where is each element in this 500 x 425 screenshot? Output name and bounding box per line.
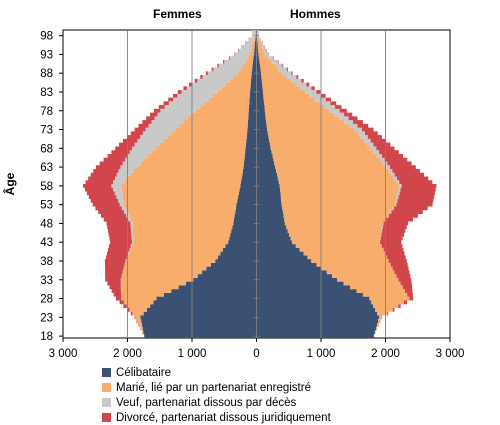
men-marie-area [257, 30, 410, 338]
women-veuf-area [111, 30, 256, 338]
women-divorce-area [83, 30, 253, 338]
y-tick-label: 38 [40, 256, 53, 268]
legend-label: Célibataire [116, 366, 171, 379]
women-marie-area [121, 30, 256, 338]
men-celibataire-area [256, 30, 380, 338]
y-tick-label: 83 [40, 87, 53, 99]
x-tick-label: 0 [253, 348, 259, 360]
x-tick-label: 3 000 [49, 348, 78, 360]
legend: Célibataire Marié, lié par un partenaria… [102, 365, 331, 425]
x-tick-label: 1 000 [307, 348, 336, 360]
y-tick-label: 53 [40, 200, 53, 212]
y-tick-label: 98 [40, 31, 53, 43]
legend-label: Marié, lié par un partenariat enregistré [116, 381, 311, 394]
x-tick-label: 2 000 [113, 348, 142, 360]
y-tick-label: 58 [40, 181, 53, 193]
x-tick-label: 3 000 [436, 348, 465, 360]
y-tick-label: 43 [40, 237, 53, 249]
legend-swatch [102, 413, 111, 422]
y-tick-label: 48 [40, 218, 53, 230]
legend-label: Divorcé, partenariat dissous juridiqueme… [116, 411, 331, 424]
y-axis-title: Âge [2, 172, 17, 195]
y-tick-label: 63 [40, 162, 53, 174]
legend-item-veuf: Veuf, partenariat dissous par décès [102, 395, 331, 410]
y-tick-label: 23 [40, 312, 53, 324]
y-tick-label: 28 [40, 294, 53, 306]
legend-swatch [102, 383, 111, 392]
y-tick-label: 18 [40, 331, 53, 343]
y-tick-label: 73 [40, 125, 53, 137]
legend-swatch [102, 368, 111, 377]
y-tick-label: 33 [40, 275, 53, 287]
men-veuf-area [257, 30, 410, 338]
men-divorce-area [258, 30, 437, 338]
x-tick-label: 1 000 [178, 348, 207, 360]
y-tick-label: 88 [40, 68, 53, 80]
y-tick-label: 93 [40, 49, 53, 61]
men-header: Hommes [290, 7, 341, 21]
women-header: Femmes [153, 7, 202, 21]
legend-item-divorce: Divorcé, partenariat dissous juridiqueme… [102, 410, 331, 425]
y-tick-label: 78 [40, 106, 53, 118]
legend-label: Veuf, partenariat dissous par décès [116, 396, 297, 409]
legend-item-marie: Marié, lié par un partenariat enregistré [102, 380, 331, 395]
women-celibataire-area [140, 30, 257, 338]
x-tick-label: 2 000 [371, 348, 400, 360]
legend-item-celibataire: Célibataire [102, 365, 331, 380]
legend-swatch [102, 398, 111, 407]
y-tick-label: 68 [40, 143, 53, 155]
